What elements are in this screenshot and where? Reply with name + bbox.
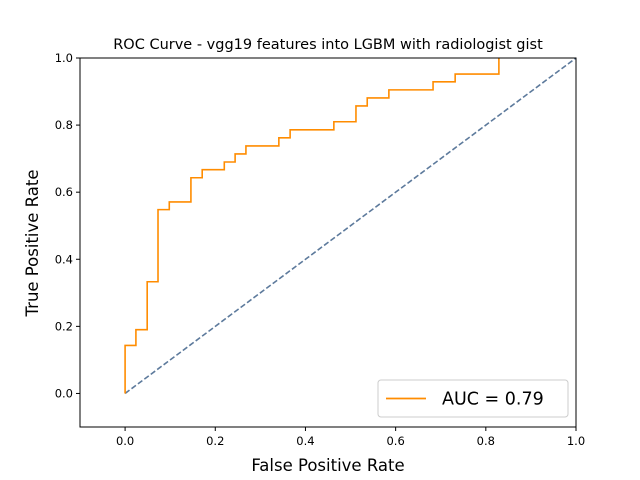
x-axis-label: False Positive Rate <box>251 456 404 475</box>
x-tick-label: 0.4 <box>296 434 314 448</box>
axes-frame <box>79 57 577 428</box>
chance-diagonal-line <box>124 57 577 395</box>
y-tick-label: 0.8 <box>55 118 73 132</box>
y-tick-label: 0.0 <box>55 386 73 400</box>
y-axis-label: True Positive Rate <box>23 170 42 318</box>
y-tick-label: 0.4 <box>55 252 73 266</box>
y-tick-label: 1.0 <box>55 51 73 65</box>
legend-box <box>377 379 569 418</box>
x-tick-label: 1.0 <box>567 434 585 448</box>
x-tick-label: 0.2 <box>206 434 224 448</box>
x-tick-label: 0.6 <box>386 434 404 448</box>
y-tick-label: 0.2 <box>55 319 73 333</box>
chart-title: ROC Curve - vgg19 features into LGBM wit… <box>113 37 543 53</box>
plot-area: 0.0 0.2 0.4 0.6 0.8 1.0 0.0 0.2 0.4 0.6 0.8 1.0 AUC … <box>55 51 585 448</box>
roc-curve-line <box>124 58 500 394</box>
x-tick-label: 0.0 <box>116 434 134 448</box>
x-tick-label: 0.8 <box>477 434 495 448</box>
y-tick-label: 0.6 <box>55 185 73 199</box>
legend-entry: AUC = 0.79 <box>442 390 544 410</box>
